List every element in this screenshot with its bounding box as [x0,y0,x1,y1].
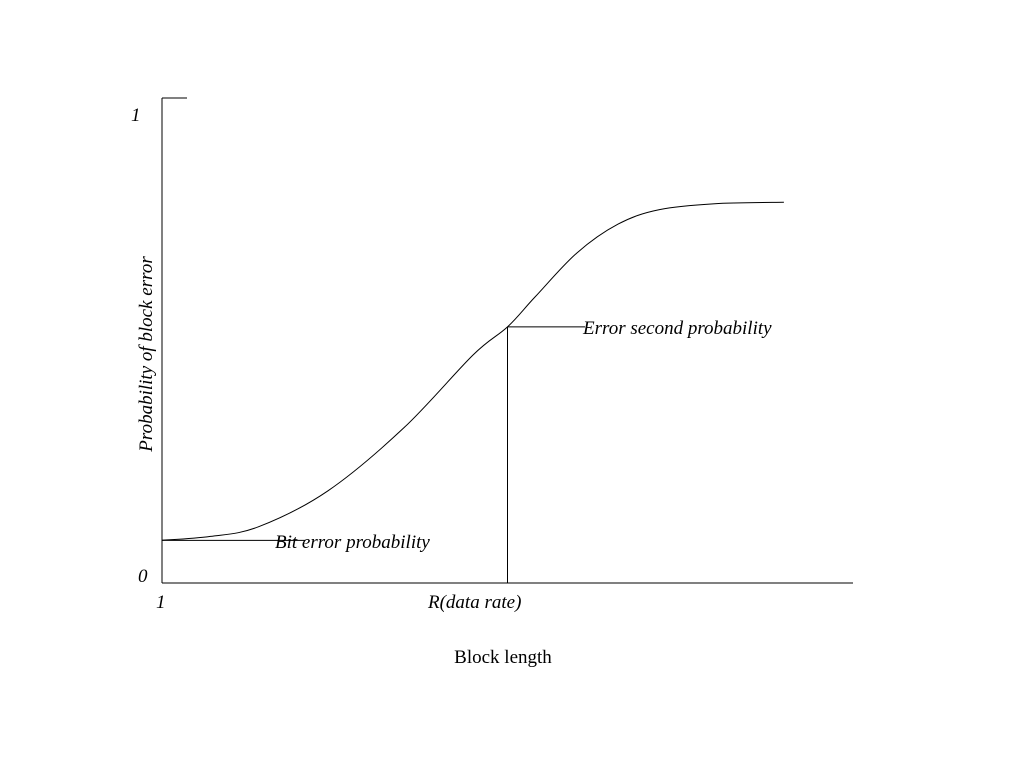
annotation-bit-error: Bit error probability [275,532,430,553]
annotation-error-second: Error second probability [582,318,772,339]
series-line-block-error [161,201,784,541]
x-tick-label-data-rate: R(data rate) [427,592,521,613]
y-tick-label-bottom: 0 [138,566,148,587]
x-tick-label-origin: 1 [156,592,166,613]
x-axis-title: Block length [454,647,552,668]
y-axis-title: Probability of block error [136,256,157,453]
y-tick-label-top: 1 [131,105,141,126]
